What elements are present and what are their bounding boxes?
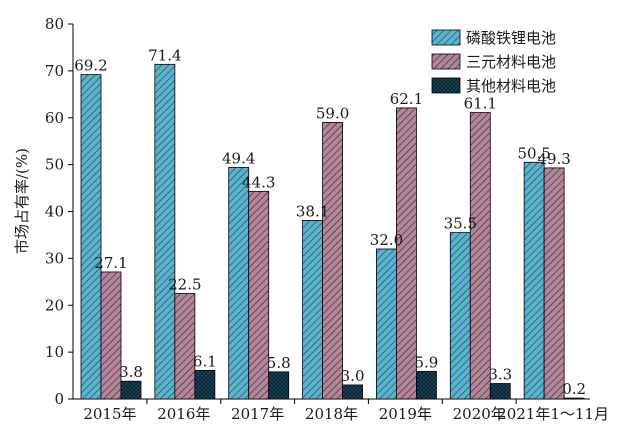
- x-tick-label: 2017年: [231, 405, 284, 423]
- data-label: 50.5: [517, 144, 550, 162]
- x-tick-label: 2015年: [83, 405, 136, 423]
- legend-label: 其他材料电池: [466, 77, 556, 95]
- bar: [416, 370, 437, 400]
- value-labels: 69.2 27.1 3.8 71.4 22.5 6.1 49.4 44.3 5.8 38.1 59.…: [74, 46, 586, 398]
- bar: [563, 397, 585, 400]
- x-tick-label: 2020年: [453, 405, 506, 423]
- bar: [489, 383, 511, 400]
- data-label: 49.4: [222, 149, 255, 167]
- y-tick-label: 70: [45, 62, 64, 80]
- x-tick-label: 2019年: [379, 405, 432, 423]
- data-label: 22.5: [168, 276, 201, 294]
- data-label: 0.2: [562, 380, 586, 398]
- bar: [469, 112, 491, 400]
- data-label: 71.4: [148, 46, 181, 64]
- bar: [154, 63, 176, 400]
- bar: [120, 380, 142, 400]
- x-tick-label: 2021年1～11月: [497, 405, 609, 423]
- bar: [302, 220, 323, 400]
- y-tick-label: 30: [45, 249, 64, 267]
- legend-swatch: [431, 53, 461, 70]
- bar: [376, 248, 397, 400]
- legend-label: 磷酸铁锂电池: [466, 29, 556, 47]
- legend-label: 三元材料电池: [466, 53, 556, 71]
- data-label: 27.1: [94, 254, 127, 272]
- data-label: 32.0: [370, 231, 403, 249]
- bar: [449, 232, 471, 400]
- x-tick-label: 2016年: [157, 405, 210, 423]
- data-label: 3.0: [341, 367, 365, 385]
- bar: [523, 161, 545, 400]
- y-axis: 0 10 20 30 40 50 60 70 80: [45, 15, 74, 408]
- y-tick-label: 50: [45, 156, 64, 174]
- bar-series-group: [80, 63, 585, 400]
- bar: [100, 271, 122, 400]
- bar: [268, 371, 290, 400]
- data-label: 44.3: [242, 173, 275, 191]
- y-tick-label: 0: [54, 390, 64, 408]
- x-tick-label: 2018年: [305, 405, 358, 423]
- data-label: 3.3: [488, 366, 512, 384]
- bar: [543, 167, 565, 400]
- y-tick-label: 10: [45, 343, 64, 361]
- y-tick-label: 80: [45, 15, 64, 33]
- bar: [342, 384, 363, 400]
- bar: [248, 190, 270, 400]
- y-axis-title: 市场占有率/(%): [13, 148, 31, 254]
- bar: [174, 293, 196, 400]
- legend-swatch: [431, 29, 461, 46]
- y-tick-label: 20: [45, 296, 64, 314]
- data-label: 38.1: [296, 202, 329, 220]
- bar: [322, 122, 343, 400]
- bar: [194, 370, 216, 400]
- data-label: 69.2: [74, 57, 107, 75]
- data-label: 5.9: [414, 353, 438, 371]
- y-tick-label: 40: [45, 203, 64, 221]
- data-label: 49.3: [537, 150, 570, 168]
- data-label: 5.8: [267, 354, 291, 372]
- bar: [396, 107, 417, 400]
- data-label: 35.5: [444, 215, 477, 233]
- bar: [228, 167, 250, 400]
- data-label: 6.1: [193, 352, 217, 370]
- bar: [80, 74, 102, 400]
- data-label: 59.0: [316, 104, 349, 122]
- legend-swatch: [431, 77, 461, 94]
- data-label: 61.1: [464, 95, 497, 113]
- y-tick-label: 60: [45, 109, 64, 127]
- data-label: 62.1: [390, 90, 423, 108]
- data-label: 3.8: [119, 363, 143, 381]
